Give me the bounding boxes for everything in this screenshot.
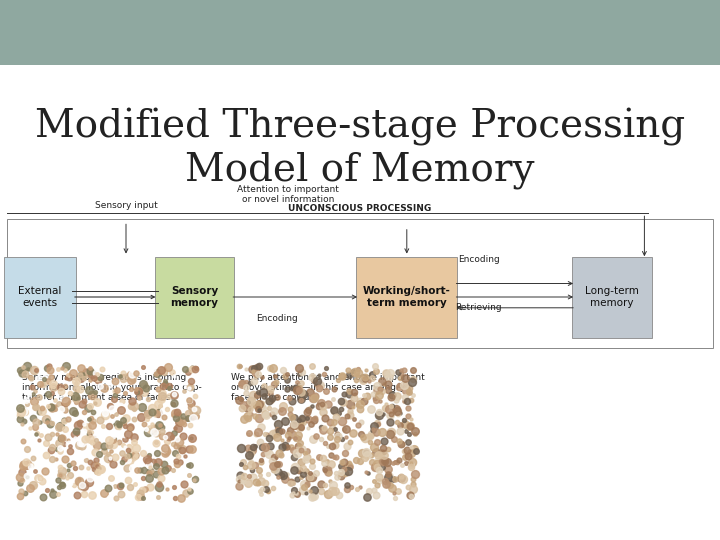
Bar bbox=[7, 219, 713, 348]
FancyBboxPatch shape bbox=[572, 256, 652, 338]
Text: Working/short-
term memory: Working/short- term memory bbox=[363, 286, 451, 308]
Text: Sensory
memory: Sensory memory bbox=[171, 286, 218, 308]
FancyBboxPatch shape bbox=[356, 256, 457, 338]
Text: Encoding: Encoding bbox=[256, 314, 298, 323]
FancyBboxPatch shape bbox=[0, 0, 720, 65]
Text: Sensory input: Sensory input bbox=[94, 201, 158, 210]
Text: External
events: External events bbox=[18, 286, 61, 308]
Text: Encoding: Encoding bbox=[458, 255, 500, 264]
Text: Attention to important
or novel information: Attention to important or novel informat… bbox=[237, 185, 339, 204]
FancyBboxPatch shape bbox=[155, 256, 234, 338]
Text: We pay attention to and encode important
or novel stimuli—in this case an angry
: We pay attention to and encode important… bbox=[230, 373, 425, 402]
Text: Sensory memory registers incoming
information, allowing your brain to cap-
ture : Sensory memory registers incoming inform… bbox=[22, 373, 202, 402]
FancyBboxPatch shape bbox=[4, 256, 76, 338]
Text: Modified Three-stage Processing
Model of Memory: Modified Three-stage Processing Model of… bbox=[35, 108, 685, 190]
Text: Long-term
memory: Long-term memory bbox=[585, 286, 639, 308]
Text: Retrieving: Retrieving bbox=[456, 303, 502, 312]
Text: UNCONSCIOUS PROCESSING: UNCONSCIOUS PROCESSING bbox=[289, 204, 431, 213]
